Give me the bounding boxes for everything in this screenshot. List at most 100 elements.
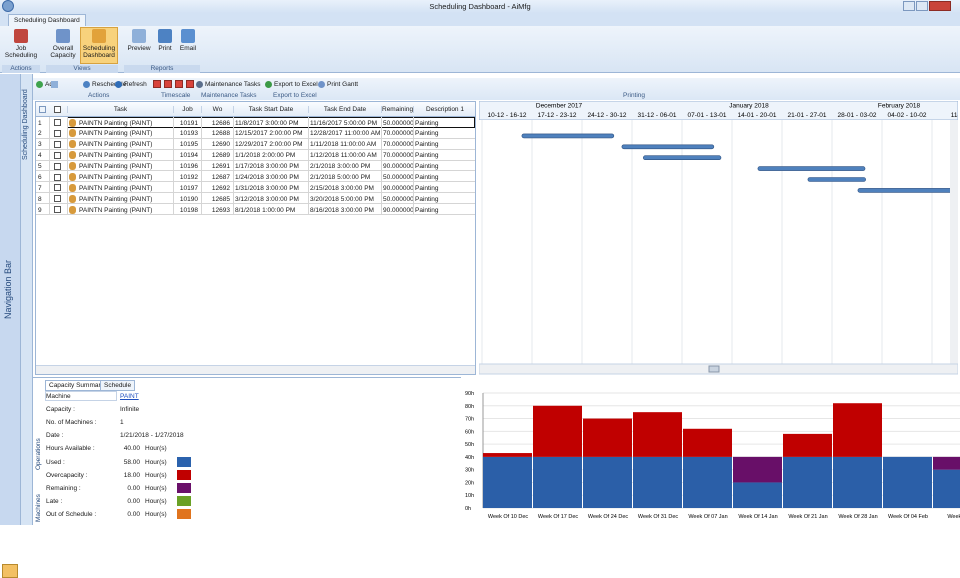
tool-button[interactable]: Print Gantt [327, 81, 359, 88]
dropdown[interactable] [45, 391, 117, 401]
ribbon-button[interactable]: Print [158, 45, 172, 52]
y-tick-label: 30h [465, 468, 474, 474]
y-tick-label: 50h [465, 442, 474, 448]
column-divider [173, 117, 174, 216]
grid-cell: 90.000000 [383, 206, 413, 214]
ribbon-button[interactable]: Overall Capacity [50, 45, 76, 59]
grid-row[interactable] [36, 182, 475, 194]
grid-cell: Painting [415, 206, 439, 214]
grid-cell: 8 [38, 195, 42, 203]
column-header[interactable]: Task Start Date [233, 106, 308, 113]
grid-row[interactable] [36, 150, 475, 161]
bar-segment [783, 456, 832, 508]
row-checkbox[interactable] [54, 140, 61, 148]
bar-segment [933, 469, 960, 508]
field-unit: Hour(s) [145, 458, 167, 466]
color-swatch [177, 469, 191, 480]
column-divider [381, 117, 382, 216]
row-checkbox[interactable] [54, 173, 61, 181]
tool-button[interactable]: Refresh [124, 81, 147, 88]
bar-segment [833, 403, 882, 457]
grid-cell: 10190 [179, 195, 198, 203]
machine-link[interactable]: PAINT [120, 393, 139, 400]
column-header[interactable]: Description 1 [413, 106, 476, 113]
row-checkbox[interactable] [54, 129, 61, 137]
grid-cell: 7 [38, 184, 42, 192]
gantt-bars [521, 133, 950, 193]
grid-row[interactable] [36, 193, 475, 205]
grid-cell: 90.000000 [383, 184, 413, 192]
grid-row[interactable] [36, 204, 475, 216]
row-checkbox[interactable] [54, 206, 61, 214]
tool-button[interactable]: Add [45, 81, 57, 88]
header-checkbox[interactable] [54, 106, 61, 113]
tool-button[interactable]: Maintenance Tasks [205, 81, 261, 88]
ribbon-tab[interactable]: Scheduling Dashboard [8, 14, 86, 26]
column-header[interactable]: Job [173, 106, 201, 113]
bar-segment [533, 405, 582, 457]
panel-tab[interactable]: Schedule [100, 380, 136, 391]
grid-cell: 3 [38, 141, 42, 149]
ribbon-button[interactable]: Scheduling Dashboard [82, 45, 116, 59]
row-checkbox[interactable] [54, 162, 61, 170]
bar-segment [483, 456, 532, 508]
grid-cell: 12687 [211, 174, 230, 181]
task-icon [69, 129, 76, 138]
grid-cell: Painting [415, 119, 439, 127]
app-icon[interactable] [2, 0, 14, 12]
grid-row[interactable] [36, 161, 475, 172]
window-title: Scheduling Dashboard - AiMfg [429, 2, 531, 11]
grid-row[interactable] [36, 172, 475, 183]
row-checkbox[interactable] [54, 195, 61, 203]
timescale-button[interactable] [175, 80, 183, 88]
y-tick-label: 20h [465, 480, 474, 486]
x-tick-label: Week Of 24 Dec [588, 514, 628, 520]
grid-cell: 1 [38, 119, 42, 127]
tool-icon [196, 81, 203, 88]
grid-cell: 10198 [179, 206, 198, 214]
field-label: Hours Available : [46, 445, 95, 453]
timescale-button[interactable] [186, 80, 194, 88]
bar-segment [833, 456, 882, 508]
bar-segment [683, 456, 732, 508]
column-header[interactable]: Task [67, 106, 173, 113]
row-checkbox[interactable] [54, 184, 61, 192]
tool-icon [265, 81, 272, 88]
column-header[interactable]: Remaining [381, 106, 414, 113]
timescale-button[interactable] [164, 80, 172, 88]
column-divider [67, 117, 68, 216]
tool-icon [36, 81, 43, 88]
search-button[interactable] [2, 564, 18, 578]
minimize-button[interactable] [903, 1, 915, 11]
ribbon-button[interactable]: Preview [127, 45, 151, 52]
x-tick-label: Week Of 04 Feb [888, 514, 928, 520]
grid-cell: 90.000000 [383, 163, 413, 171]
row-checkbox[interactable] [54, 119, 61, 126]
ribbon-button[interactable]: Email [179, 45, 197, 52]
grid-row[interactable] [36, 139, 475, 150]
task-bar [757, 166, 866, 171]
tool-button[interactable]: Reschedule [92, 81, 127, 88]
column-header[interactable]: Wo [201, 106, 233, 113]
task-icon [69, 151, 76, 160]
row-checkbox[interactable] [54, 151, 61, 159]
ribbon-button[interactable]: Job Scheduling [4, 45, 38, 59]
grid-cell: 50.000000 [383, 195, 413, 203]
h-scrollbar[interactable] [36, 365, 475, 374]
field-value: 1 [120, 419, 124, 427]
panel-tab[interactable]: Capacity Summary [45, 380, 108, 391]
maximize-button[interactable] [916, 1, 928, 11]
close-button[interactable] [929, 1, 951, 11]
grid-row[interactable] [67, 117, 475, 128]
grid-cell: 1/12/2018 11:00:00 AM [310, 152, 377, 160]
grid-cell: 12/15/2017 2:00:00 PM [235, 130, 303, 138]
field-value: 1/21/2018 - 1/27/2018 [120, 432, 184, 440]
field-label: Overcapacity : [46, 471, 88, 479]
grid-row[interactable] [36, 128, 475, 139]
grid-cell: 50.000000 [383, 174, 413, 181]
column-header[interactable]: Task End Date [308, 106, 381, 113]
timescale-button[interactable] [153, 80, 161, 88]
tool-button[interactable]: Export to Excel [274, 81, 318, 88]
grid-cell: 12688 [211, 130, 230, 138]
